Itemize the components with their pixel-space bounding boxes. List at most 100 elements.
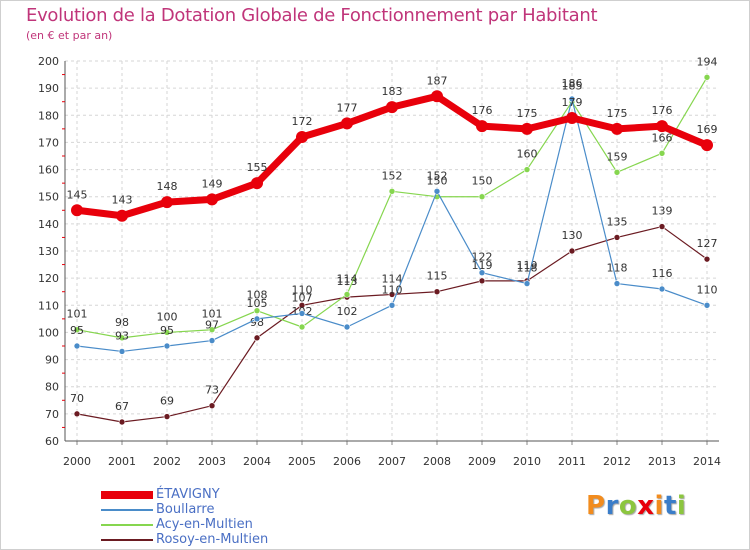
- data-point: [658, 149, 666, 157]
- y-tick-label: 100: [38, 326, 59, 339]
- y-tick-label: 110: [38, 299, 59, 312]
- logo-letter: o: [618, 491, 638, 521]
- data-point: [343, 291, 351, 298]
- data-point: [388, 291, 396, 298]
- x-tick-label: 2014: [693, 455, 721, 468]
- data-point: [613, 234, 621, 241]
- legend-swatch: [101, 491, 153, 499]
- data-label: 98: [250, 316, 264, 329]
- data-point: [163, 413, 171, 420]
- data-label: 155: [247, 161, 268, 174]
- data-label: 102: [337, 305, 358, 318]
- legend-swatch: [101, 524, 153, 526]
- data-point: [433, 187, 441, 195]
- legend-item: Boullarre: [101, 502, 401, 517]
- logo-letter: i: [676, 491, 687, 521]
- data-label: 149: [202, 177, 223, 190]
- data-label: 145: [67, 188, 88, 201]
- data-point: [611, 122, 623, 135]
- data-label: 116: [652, 267, 673, 280]
- data-point: [388, 301, 396, 309]
- data-label: 73: [205, 384, 219, 397]
- data-label: 69: [160, 395, 174, 408]
- y-tick-label: 190: [38, 82, 59, 95]
- x-tick-label: 2009: [468, 455, 496, 468]
- data-label: 176: [472, 104, 493, 117]
- legend-item: ÉTAVIGNY: [101, 487, 401, 502]
- data-point: [206, 193, 218, 206]
- legend-label: ÉTAVIGNY: [156, 487, 220, 502]
- data-label: 159: [607, 150, 628, 163]
- data-label: 97: [205, 319, 219, 332]
- data-point: [386, 101, 398, 114]
- data-point: [298, 301, 306, 309]
- data-label: 122: [472, 251, 493, 264]
- data-point: [253, 307, 261, 315]
- data-label: 95: [70, 324, 84, 337]
- data-label: 172: [292, 115, 313, 128]
- data-point: [116, 209, 128, 222]
- data-label: 135: [607, 215, 628, 228]
- data-point: [208, 326, 216, 334]
- data-label: 150: [427, 175, 448, 188]
- data-point: [71, 204, 83, 217]
- data-point: [656, 120, 668, 133]
- data-label: 67: [115, 400, 129, 413]
- data-label: 175: [517, 107, 538, 120]
- data-point: [431, 90, 443, 103]
- data-label: 118: [517, 262, 538, 275]
- data-label: 148: [157, 180, 178, 193]
- data-label: 166: [652, 131, 673, 144]
- data-point: [478, 193, 486, 201]
- data-label: 175: [607, 107, 628, 120]
- y-tick-label: 180: [38, 109, 59, 122]
- data-point: [613, 280, 621, 287]
- x-tick-label: 2007: [378, 455, 406, 468]
- data-label: 152: [382, 169, 403, 182]
- data-label: 115: [427, 270, 448, 283]
- y-tick-label: 120: [38, 272, 59, 285]
- x-tick-label: 2010: [513, 455, 541, 468]
- y-tick-label: 90: [45, 354, 59, 367]
- data-point: [658, 223, 666, 230]
- x-tick-label: 2000: [63, 455, 91, 468]
- data-label: 160: [517, 148, 538, 161]
- legend-item: Rosoy-en-Multien: [101, 532, 401, 547]
- data-label: 152: [427, 169, 448, 182]
- data-point: [703, 301, 711, 309]
- data-label: 139: [652, 205, 673, 218]
- x-tick-label: 2004: [243, 455, 271, 468]
- data-point: [118, 348, 126, 355]
- data-label: 176: [652, 104, 673, 117]
- y-tick-label: 200: [38, 55, 59, 68]
- data-point: [163, 342, 171, 350]
- legend-swatch: [101, 539, 153, 541]
- y-tick-label: 80: [45, 381, 59, 394]
- data-label: 183: [382, 85, 403, 98]
- data-point: [73, 326, 81, 334]
- data-label: 114: [382, 272, 403, 285]
- data-point: [298, 310, 306, 317]
- y-tick-label: 140: [38, 218, 59, 231]
- x-tick-label: 2001: [108, 455, 136, 468]
- data-label: 100: [157, 310, 178, 323]
- x-tick-label: 2005: [288, 455, 316, 468]
- legend-label: Boullarre: [156, 502, 215, 517]
- logo-letter: x: [637, 491, 655, 521]
- legend-label: Acy-en-Multien: [156, 517, 253, 532]
- data-label: 95: [160, 324, 174, 337]
- data-point: [568, 247, 576, 255]
- data-point: [478, 277, 486, 285]
- data-point: [163, 329, 171, 336]
- data-point: [521, 122, 533, 135]
- data-label: 169: [697, 123, 718, 136]
- logo-letter: i: [654, 491, 664, 521]
- data-point: [523, 166, 531, 173]
- x-tick-label: 2011: [558, 455, 586, 468]
- data-label: 114: [337, 272, 358, 285]
- y-tick-label: 60: [45, 435, 59, 448]
- legend-label: Rosoy-en-Multien: [156, 532, 269, 547]
- data-point: [568, 95, 576, 103]
- data-point: [658, 285, 666, 293]
